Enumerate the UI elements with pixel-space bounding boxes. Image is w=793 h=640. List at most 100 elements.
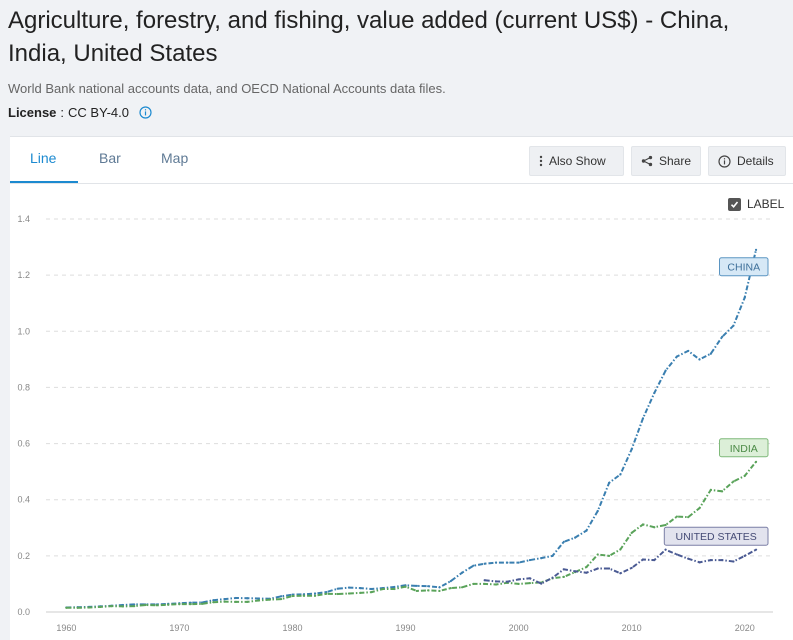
data-point-china	[574, 536, 577, 539]
data-point-india	[517, 582, 520, 586]
info-icon[interactable]	[139, 106, 152, 119]
data-point-india	[483, 582, 486, 586]
also-show-label: Also Show	[549, 154, 606, 168]
data-point-india	[449, 587, 452, 590]
data-point-india	[404, 585, 407, 588]
data-point-china	[721, 335, 724, 338]
line-label: UNITED STATES	[676, 531, 757, 543]
series-line-india	[66, 461, 757, 609]
data-point-india	[325, 592, 328, 595]
info-circle-icon	[718, 154, 731, 168]
data-point-united-states	[721, 558, 724, 562]
page-title: Agriculture, forestry, and fishing, valu…	[8, 7, 730, 67]
data-point-china	[449, 580, 452, 583]
data-point-united-states	[630, 566, 633, 570]
x-tick-label: 1970	[169, 623, 189, 633]
data-point-united-states	[743, 554, 746, 557]
details-button[interactable]: Details	[708, 146, 786, 176]
data-point-india	[144, 603, 147, 607]
y-tick-label: 0.0	[17, 607, 30, 617]
data-point-india	[562, 575, 565, 579]
data-point-china	[653, 391, 656, 395]
data-point-united-states	[607, 567, 611, 570]
label-toggle[interactable]: LABEL	[728, 197, 784, 211]
tab-map[interactable]: Map	[161, 150, 189, 166]
data-point-united-states	[754, 548, 758, 551]
data-point-india	[347, 592, 351, 595]
data-point-united-states	[664, 548, 667, 551]
data-point-india	[415, 589, 418, 593]
data-point-india	[257, 599, 260, 602]
y-tick-label: 1.0	[17, 326, 30, 336]
license-value: CC BY-4.0	[68, 105, 129, 120]
share-label: Share	[658, 154, 691, 168]
data-point-china	[687, 349, 690, 353]
data-point-china	[630, 448, 633, 451]
data-point-india	[234, 600, 238, 603]
data-point-india	[528, 581, 532, 585]
data-point-united-states	[698, 561, 701, 564]
data-point-china	[709, 352, 712, 355]
data-point-india	[313, 594, 317, 597]
data-point-india	[268, 598, 271, 601]
share-icon	[641, 155, 653, 167]
data-point-india	[110, 605, 113, 608]
series-line-united-states	[484, 548, 757, 585]
view-tabs: Line Bar Map Also Show Share Details	[10, 137, 793, 184]
data-point-china	[427, 585, 430, 588]
data-point-india	[223, 600, 226, 603]
x-tick-label: 2010	[622, 623, 642, 633]
data-point-india	[167, 603, 170, 606]
data-point-china	[280, 595, 283, 598]
data-point-india	[721, 490, 724, 493]
data-point-united-states	[551, 576, 554, 579]
data-point-china	[743, 296, 746, 299]
license: License : CC BY-4.0	[8, 105, 152, 120]
data-point-india	[87, 606, 91, 609]
data-point-india	[619, 548, 622, 551]
y-tick-label: 1.2	[17, 270, 30, 280]
data-point-india	[664, 523, 667, 527]
data-point-china	[517, 561, 520, 564]
license-separator: :	[60, 105, 65, 120]
x-tick-label: 2020	[735, 623, 755, 633]
share-button[interactable]: Share	[631, 146, 701, 176]
data-point-united-states	[596, 567, 599, 570]
label-toggle-text: LABEL	[747, 197, 785, 211]
data-point-china	[223, 597, 226, 601]
data-point-china	[359, 587, 362, 590]
data-point-china	[494, 561, 498, 564]
data-point-india	[359, 591, 362, 595]
data-point-india	[585, 565, 588, 569]
data-point-china	[675, 355, 678, 358]
tab-line[interactable]: Line	[30, 150, 57, 166]
data-point-india	[754, 460, 758, 463]
data-point-india	[291, 594, 294, 598]
data-point-china	[393, 585, 396, 589]
series-line-china	[66, 249, 757, 609]
tab-bar[interactable]: Bar	[99, 150, 121, 166]
data-point-china	[246, 597, 249, 600]
data-point-india	[732, 480, 735, 483]
data-point-china	[641, 417, 645, 420]
data-point-united-states	[641, 558, 645, 561]
data-point-china	[234, 596, 238, 600]
data-point-china	[415, 584, 418, 587]
data-point-india	[178, 603, 181, 606]
data-point-united-states	[517, 578, 520, 581]
license-label: License	[8, 105, 57, 120]
data-point-india	[336, 592, 339, 596]
data-point-china	[540, 557, 543, 560]
data-point-india	[607, 554, 611, 557]
source-note: World Bank national accounts data, and O…	[8, 81, 446, 96]
line-label: INDIA	[730, 443, 758, 455]
data-point-india	[246, 600, 249, 603]
data-point-india	[687, 516, 690, 519]
data-point-india	[709, 488, 712, 491]
also-show-button[interactable]: Also Show	[529, 146, 624, 176]
label-checkbox[interactable]	[728, 197, 741, 211]
data-point-united-states	[494, 580, 498, 583]
x-tick-label: 2000	[509, 623, 529, 633]
y-tick-label: 0.8	[17, 382, 30, 392]
data-point-china	[438, 586, 441, 589]
